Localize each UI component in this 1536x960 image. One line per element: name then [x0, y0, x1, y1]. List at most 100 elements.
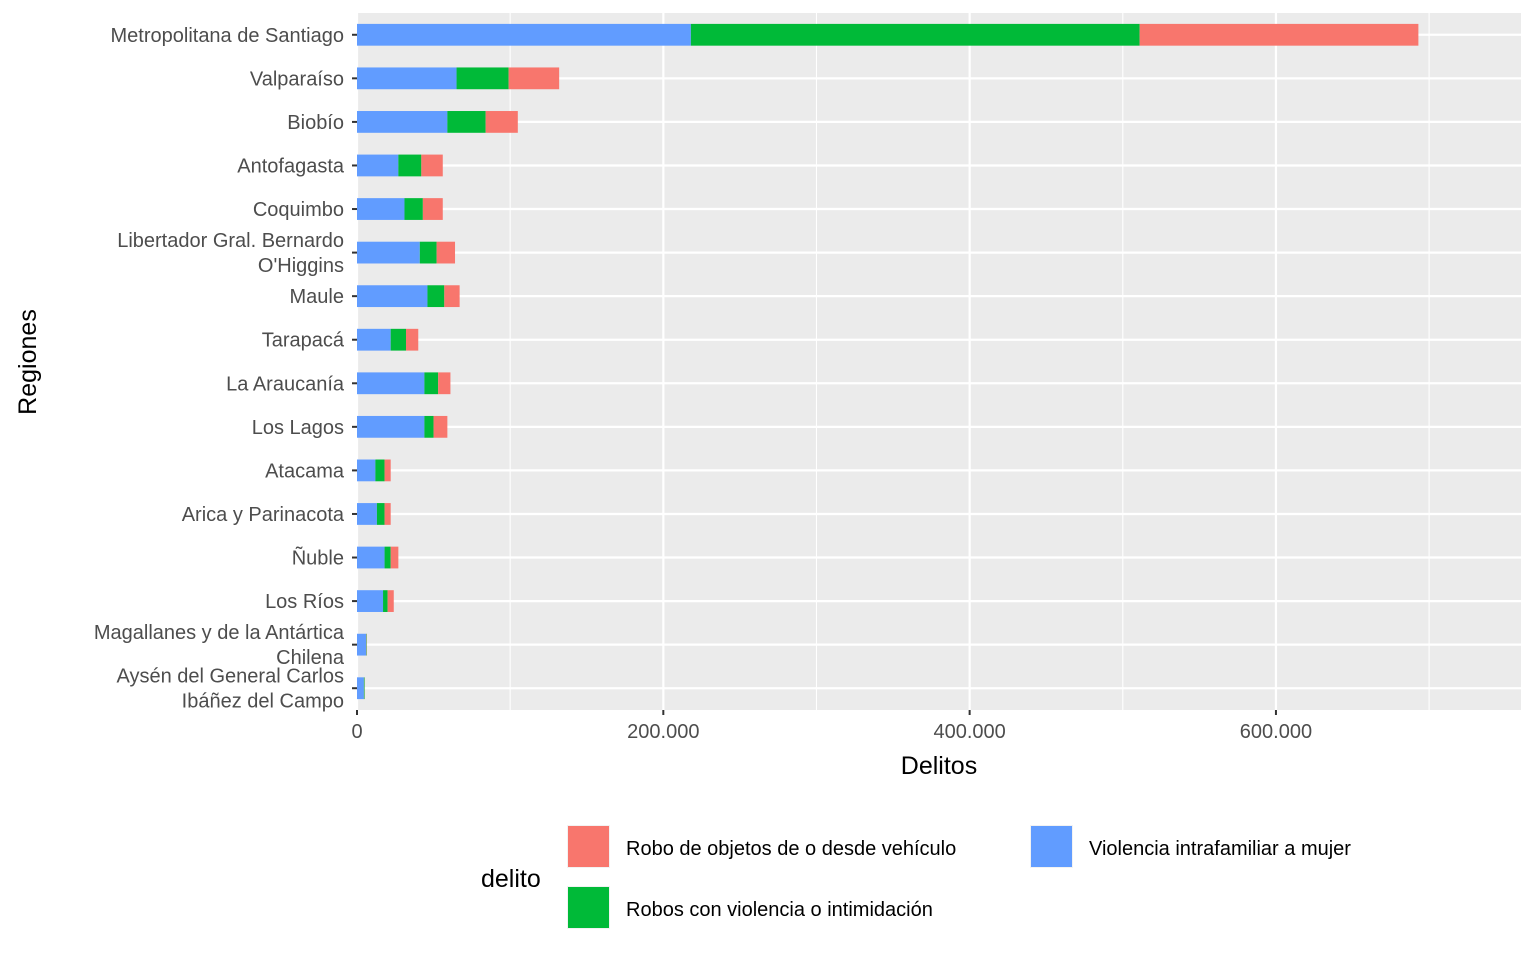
plot-panel: [357, 13, 1521, 710]
bar-robo-de-objetos-de-o-desde-vehiculo: [508, 67, 560, 90]
bar-robos-con-violencia-o-intimidacion: [363, 677, 365, 700]
y-tick-label-line: Biobío: [287, 112, 344, 134]
y-tick-label-line: Arica y Parinacota: [182, 504, 345, 526]
bar-robo-de-objetos-de-o-desde-vehiculo: [436, 241, 456, 264]
bar-robos-con-violencia-o-intimidacion: [390, 328, 407, 351]
bar-robos-con-violencia-o-intimidacion: [447, 111, 486, 133]
y-tick-label: Maule: [290, 286, 344, 308]
y-tick-label-line: Chilena: [276, 647, 345, 669]
bar-violencia-intrafamiliar-a-mujer: [357, 328, 391, 351]
bar-violencia-intrafamiliar-a-mujer: [357, 503, 377, 525]
bar-robo-de-objetos-de-o-desde-vehiculo: [384, 503, 391, 525]
bar-violencia-intrafamiliar-a-mujer: [357, 633, 367, 656]
y-tick-label-line: Los Lagos: [252, 417, 344, 439]
y-tick-label: Valparaíso: [250, 68, 344, 90]
bar-violencia-intrafamiliar-a-mujer: [357, 198, 405, 220]
x-tick-label: 600.000: [1240, 721, 1312, 743]
bar-robos-con-violencia-o-intimidacion: [376, 503, 385, 525]
bar-robo-de-objetos-de-o-desde-vehiculo: [433, 415, 448, 438]
y-tick-label-line: O'Higgins: [258, 255, 344, 277]
bar-violencia-intrafamiliar-a-mujer: [357, 372, 425, 395]
y-tick-label-line: Antofagasta: [237, 155, 345, 177]
bar-violencia-intrafamiliar-a-mujer: [357, 546, 385, 569]
y-tick-label-line: Tarapacá: [262, 330, 345, 352]
y-tick-label: Antofagasta: [237, 155, 345, 177]
x-tick-label: 400.000: [933, 721, 1005, 743]
legend-swatch-robos-violencia: [568, 887, 609, 928]
bar-robo-de-objetos-de-o-desde-vehiculo: [1139, 23, 1419, 46]
bar-violencia-intrafamiliar-a-mujer: [357, 23, 691, 46]
major-gridlines: [355, 13, 1521, 710]
bar-robos-con-violencia-o-intimidacion: [424, 372, 439, 395]
legend-swatch-violencia-intrafamiliar: [1031, 826, 1072, 867]
bar-robos-con-violencia-o-intimidacion: [375, 459, 385, 482]
y-tick-label: Los Ríos: [265, 591, 344, 613]
bar-violencia-intrafamiliar-a-mujer: [357, 415, 425, 438]
x-tick-label: 200.000: [627, 721, 699, 743]
bar-robo-de-objetos-de-o-desde-vehiculo: [444, 285, 460, 308]
y-tick-label-line: Maule: [290, 286, 344, 308]
y-tick-label: Atacama: [265, 460, 345, 482]
bar-violencia-intrafamiliar-a-mujer: [357, 590, 384, 612]
y-tick-label-line: Aysén del General Carlos: [116, 666, 344, 688]
y-tick-label: Los Lagos: [252, 417, 344, 439]
x-tick-label: 0: [351, 721, 362, 743]
y-tick-label: Biobío: [287, 112, 344, 134]
bar-robos-con-violencia-o-intimidacion: [404, 198, 423, 220]
bar-robo-de-objetos-de-o-desde-vehiculo: [421, 154, 443, 177]
y-tick-label-line: Ibáñez del Campo: [182, 691, 344, 713]
y-tick-label: Arica y Parinacota: [182, 504, 345, 526]
y-tick-label-line: Atacama: [265, 460, 345, 482]
bar-robo-de-objetos-de-o-desde-vehiculo: [438, 372, 451, 395]
bar-violencia-intrafamiliar-a-mujer: [357, 111, 448, 133]
y-tick-label: Ñuble: [292, 546, 344, 570]
y-tick-label: Coquimbo: [253, 199, 344, 221]
x-axis-title: Delitos: [901, 752, 977, 780]
bar-violencia-intrafamiliar-a-mujer: [357, 154, 399, 177]
bar-robos-con-violencia-o-intimidacion: [690, 23, 1140, 46]
y-axis: Metropolitana de Santiago Valparaíso Biobí…: [94, 25, 357, 713]
bar-violencia-intrafamiliar-a-mujer: [357, 67, 457, 90]
x-axis: 0 200.000 400.000 600.000: [351, 710, 1312, 743]
y-tick-label-line: Coquimbo: [253, 199, 344, 221]
y-tick-label: Metropolitana de Santiago: [111, 25, 345, 47]
bar-robos-con-violencia-o-intimidacion: [384, 546, 391, 569]
bar-robo-de-objetos-de-o-desde-vehiculo: [406, 328, 419, 351]
legend-label-robos-violencia: Robos con violencia o intimidación: [626, 899, 933, 921]
y-tick-label-line: Valparaíso: [250, 68, 344, 90]
legend-title: delito: [481, 865, 541, 893]
bar-robos-con-violencia-o-intimidacion: [424, 415, 434, 438]
y-tick-label: Aysén del General Carlos Ibáñez del Campo: [116, 666, 344, 713]
bar-robos-con-violencia-o-intimidacion: [419, 241, 437, 264]
bar-robos-con-violencia-o-intimidacion: [456, 67, 509, 90]
minor-gridlines: [509, 13, 1430, 710]
legend: delito Robo de objetos de o desde vehícu…: [481, 825, 1351, 929]
bars: [357, 23, 1419, 700]
legend-label-robo-objetos: Robo de objetos de o desde vehículo: [626, 838, 956, 860]
y-tick-label: Magallanes y de la Antártica Chilena: [94, 622, 345, 669]
y-tick-label-line: Metropolitana de Santiago: [111, 25, 345, 47]
bar-violencia-intrafamiliar-a-mujer: [357, 285, 428, 308]
bar-robo-de-objetos-de-o-desde-vehiculo: [390, 546, 399, 569]
bar-robos-con-violencia-o-intimidacion: [427, 285, 445, 308]
y-axis-title: Regiones: [14, 309, 42, 415]
y-tick-label: Libertador Gral. Bernardo O'Higgins: [117, 230, 344, 277]
legend-swatch-robo-objetos: [568, 826, 609, 867]
y-tick-label-line: La Araucanía: [226, 373, 345, 395]
bar-robos-con-violencia-o-intimidacion: [398, 154, 422, 177]
y-tick-label: Tarapacá: [262, 330, 345, 352]
bar-violencia-intrafamiliar-a-mujer: [357, 459, 376, 482]
y-tick-label-line: Ñuble: [292, 546, 344, 570]
y-tick-label: La Araucanía: [226, 373, 345, 395]
y-tick-label-line: Los Ríos: [265, 591, 344, 613]
bar-robo-de-objetos-de-o-desde-vehiculo: [422, 198, 443, 220]
y-tick-label-line: Libertador Gral. Bernardo: [117, 230, 344, 252]
bar-robo-de-objetos-de-o-desde-vehiculo: [384, 459, 391, 482]
bar-robos-con-violencia-o-intimidacion: [383, 590, 388, 612]
bar-violencia-intrafamiliar-a-mujer: [357, 677, 364, 700]
bar-violencia-intrafamiliar-a-mujer: [357, 241, 420, 264]
bar-robo-de-objetos-de-o-desde-vehiculo: [387, 590, 394, 612]
bar-robo-de-objetos-de-o-desde-vehiculo: [485, 111, 518, 133]
legend-label-violencia-intrafamiliar: Violencia intrafamiliar a mujer: [1089, 838, 1351, 860]
